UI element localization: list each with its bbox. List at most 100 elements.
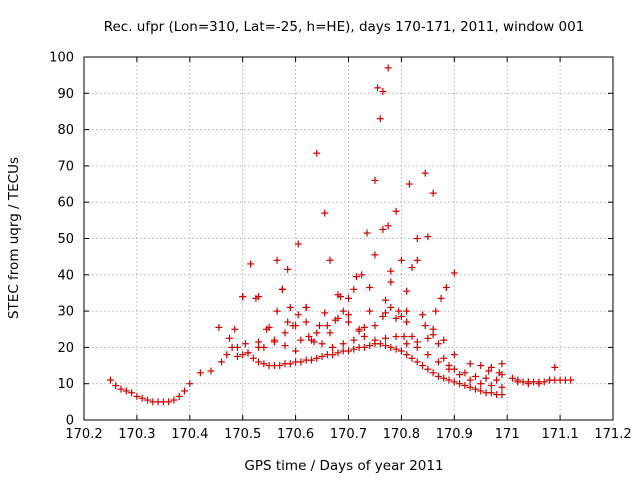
- data-point: [366, 284, 374, 292]
- data-point: [440, 374, 448, 382]
- data-point: [313, 329, 321, 337]
- data-point: [397, 347, 405, 355]
- data-point: [239, 293, 247, 301]
- data-point: [334, 349, 342, 357]
- y-axis-ticks: 0 10 20 30 40 50 60 70 80 90 100: [49, 51, 613, 429]
- data-point: [413, 256, 421, 264]
- y-tick-label: 10: [57, 377, 74, 392]
- data-point: [371, 176, 379, 184]
- data-point: [122, 387, 130, 395]
- data-point: [419, 311, 427, 319]
- data-point: [241, 340, 249, 348]
- data-point: [387, 303, 395, 311]
- data-point: [345, 311, 352, 319]
- data-point: [567, 376, 575, 384]
- y-tick-label: 50: [57, 232, 74, 247]
- data-point: [255, 358, 263, 366]
- data-point: [379, 225, 387, 233]
- data-point: [437, 294, 445, 302]
- data-point: [392, 314, 400, 322]
- data-point: [471, 385, 479, 393]
- data-point: [540, 378, 548, 386]
- grid-lines: [84, 57, 613, 420]
- data-point: [196, 369, 204, 377]
- data-point: [360, 333, 368, 341]
- data-point: [371, 336, 379, 344]
- y-tick-label: 80: [57, 123, 74, 138]
- data-point: [376, 115, 384, 123]
- y-axis-label: STEC from uqrg / TECUs: [6, 157, 22, 319]
- data-point: [207, 367, 215, 375]
- data-point: [366, 307, 374, 315]
- data-point: [477, 362, 485, 370]
- x-axis-label: GPS time / Days of year 2011: [244, 458, 443, 474]
- data-point: [294, 311, 302, 319]
- data-point: [350, 345, 358, 353]
- data-point: [360, 323, 368, 331]
- data-point: [405, 180, 413, 188]
- data-point: [442, 284, 450, 292]
- data-point: [477, 387, 485, 395]
- data-point: [419, 362, 427, 370]
- data-point: [413, 235, 421, 242]
- y-tick-label: 60: [57, 196, 74, 211]
- data-point: [318, 352, 326, 360]
- data-point: [334, 291, 342, 299]
- data-point: [313, 354, 321, 362]
- data-point: [297, 336, 305, 344]
- data-point: [294, 240, 302, 248]
- data-point: [487, 389, 495, 397]
- data-point: [432, 307, 440, 315]
- data-point: [445, 376, 453, 384]
- data-point: [384, 222, 392, 230]
- data-point: [326, 329, 334, 337]
- data-point: [233, 343, 241, 351]
- data-point: [424, 351, 432, 359]
- data-point: [260, 343, 268, 351]
- data-point: [371, 251, 379, 259]
- data-point: [403, 318, 411, 326]
- data-point: [424, 365, 432, 373]
- data-point: [413, 343, 421, 351]
- data-point: [403, 287, 411, 295]
- data-point: [403, 351, 411, 359]
- data-point: [297, 358, 305, 366]
- data-point: [302, 303, 310, 311]
- data-point: [408, 354, 416, 362]
- data-point: [307, 336, 315, 344]
- data-point: [273, 256, 281, 264]
- data-point: [307, 356, 315, 364]
- data-point: [487, 363, 495, 371]
- data-point: [498, 383, 506, 391]
- data-point: [223, 351, 231, 359]
- data-point: [273, 307, 281, 315]
- data-point: [292, 347, 300, 355]
- data-point: [281, 342, 289, 350]
- data-point: [403, 340, 411, 348]
- data-point: [345, 347, 352, 355]
- data-point: [424, 334, 432, 342]
- y-tick-label: 0: [66, 414, 74, 429]
- data-point: [350, 285, 358, 293]
- data-point: [387, 267, 395, 275]
- data-point: [329, 343, 337, 351]
- data-point: [450, 378, 458, 386]
- data-point: [233, 352, 241, 360]
- data-point: [379, 87, 387, 95]
- data-points: [106, 64, 575, 406]
- data-point: [326, 256, 334, 264]
- y-tick-label: 100: [49, 51, 74, 66]
- data-point: [498, 371, 506, 379]
- x-tick-label: 170.5: [224, 427, 261, 442]
- data-point: [392, 333, 400, 341]
- data-point: [255, 293, 263, 301]
- data-point: [485, 367, 493, 375]
- data-point: [363, 229, 371, 237]
- data-point: [382, 309, 390, 317]
- data-point: [421, 322, 429, 330]
- data-point: [508, 374, 516, 382]
- data-point: [106, 376, 114, 384]
- x-tick-label: 170.7: [330, 427, 367, 442]
- x-tick-label: 170.2: [65, 427, 102, 442]
